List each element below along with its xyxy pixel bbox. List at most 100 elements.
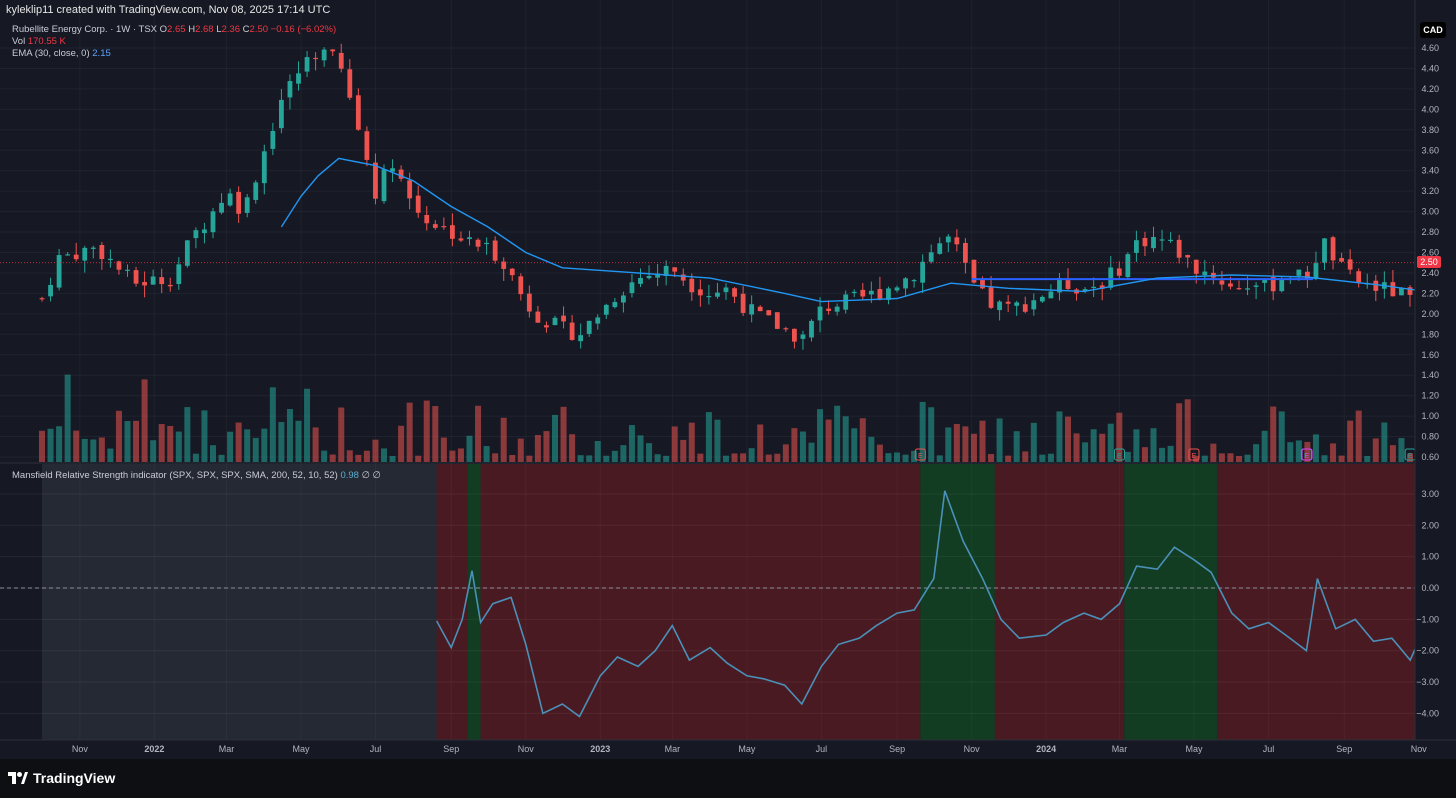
volume-bar: [398, 425, 405, 462]
candle-body: [1228, 283, 1233, 287]
volume-bar: [962, 426, 969, 462]
volume-bar: [1295, 440, 1302, 462]
x-tick-label: May: [1185, 744, 1203, 754]
candle-body: [1116, 268, 1122, 276]
volume-bar: [654, 454, 661, 462]
volume-bar: [509, 454, 516, 462]
candle-body: [621, 295, 626, 303]
candle-body: [73, 254, 79, 260]
volume-bar: [569, 434, 576, 462]
volume-bar: [834, 405, 841, 462]
candle-body: [672, 267, 678, 272]
candle-body: [1219, 280, 1225, 285]
candle-body: [1082, 289, 1088, 291]
candle-body: [1305, 271, 1310, 280]
candle-body: [1296, 269, 1302, 276]
footer-bar: [0, 759, 1456, 798]
candle-body: [432, 224, 438, 228]
earnings-marker-label: E: [1304, 453, 1309, 460]
volume-bar: [1013, 431, 1020, 462]
volume-bar: [552, 414, 558, 462]
candle-body: [415, 195, 421, 213]
volume-bar: [150, 440, 157, 462]
currency-button[interactable]: CAD: [1420, 22, 1446, 38]
candle-body: [937, 243, 943, 254]
candle-body: [1407, 287, 1413, 295]
candle-body: [279, 99, 284, 129]
rs-tick-label: 3.00: [1421, 489, 1439, 499]
earnings-marker-label: E: [1192, 453, 1197, 460]
candle-body: [1322, 238, 1327, 263]
volume-bar: [1107, 423, 1114, 462]
candle-body: [39, 298, 45, 300]
candle-body: [1168, 239, 1173, 242]
x-tick-label: Mar: [665, 744, 681, 754]
volume-bar: [757, 424, 764, 462]
candle-body: [1245, 288, 1250, 290]
candle-body: [988, 287, 994, 308]
candle-body: [1159, 239, 1165, 241]
high-value: 2.68: [195, 24, 214, 35]
candle-body: [697, 289, 703, 296]
volume-bar: [90, 439, 97, 462]
rs-zone-red: [480, 464, 921, 740]
volume-bar: [64, 374, 71, 462]
candle-body: [475, 239, 481, 247]
earnings-marker-label: E: [1117, 453, 1122, 460]
volume-bar: [1047, 453, 1054, 462]
volume-bar: [586, 455, 593, 462]
volume-bar: [594, 440, 601, 462]
volume-bar: [1304, 441, 1311, 462]
volume-bar: [1330, 443, 1337, 462]
price-tick-label: 3.20: [1421, 186, 1439, 196]
candle-body: [1125, 254, 1131, 278]
volume-bar: [697, 453, 704, 462]
candle-body: [501, 261, 507, 269]
candle-body: [193, 230, 199, 239]
candle-body: [150, 276, 156, 285]
rs-zone-green: [920, 464, 995, 740]
volume-bar: [723, 455, 729, 462]
candle-body: [1005, 301, 1011, 304]
candle-body: [364, 131, 370, 160]
volume-bar: [902, 454, 909, 462]
volume-bar: [577, 455, 584, 462]
candle-body: [552, 317, 558, 326]
volume-bar: [475, 405, 482, 462]
symbol-name: Rubellite Energy Corp. · 1W · TSX: [12, 24, 158, 35]
candle-body: [971, 259, 977, 283]
candle-body: [1373, 280, 1379, 291]
volume-bar: [859, 418, 866, 462]
volume-bar: [680, 439, 687, 462]
low-value: 2.36: [221, 24, 241, 35]
volume-bar: [970, 433, 977, 462]
candle-body: [338, 52, 344, 69]
low-label: L: [216, 24, 222, 35]
volume-bar: [1167, 445, 1174, 462]
volume-bar: [611, 450, 618, 462]
candle-body: [1390, 282, 1396, 297]
price-tick-label: 2.60: [1421, 248, 1439, 258]
x-tick-label: Mar: [219, 744, 235, 754]
candle-body: [920, 261, 926, 283]
volume-bar: [1347, 420, 1354, 462]
candle-body: [236, 191, 242, 214]
candle-body: [261, 151, 267, 184]
candle-body: [877, 289, 883, 300]
earnings-marker-icon: [1113, 448, 1125, 461]
volume-bar: [842, 416, 849, 462]
future-earnings-icon: [1301, 448, 1313, 461]
rs-zone-red: [436, 464, 468, 740]
candle-body: [321, 49, 327, 61]
candle-body: [159, 277, 165, 285]
x-tick-label: Jul: [816, 744, 828, 754]
candle-body: [450, 225, 455, 239]
candle-body: [227, 193, 233, 206]
x-tick-label: May: [292, 744, 310, 754]
candle-body: [826, 308, 831, 312]
candle-body: [458, 238, 464, 241]
volume-bar: [825, 419, 832, 462]
volume-bar: [1065, 416, 1071, 462]
candle-body: [142, 282, 147, 286]
candle-body: [304, 57, 310, 72]
